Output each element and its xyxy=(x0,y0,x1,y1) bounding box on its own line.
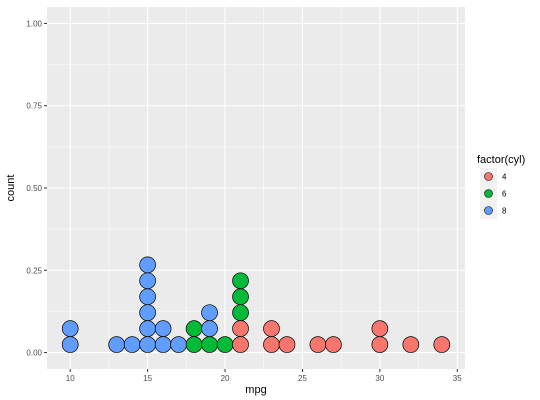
x-tick-label: 10 xyxy=(66,374,75,383)
dot-cyl-4 xyxy=(371,320,389,337)
dot-cyl-6 xyxy=(232,304,249,322)
dot-cyl-4 xyxy=(263,320,280,337)
dot-cyl-4 xyxy=(433,336,451,353)
y-axis: 0.00 0.25 0.50 0.75 1.00 xyxy=(26,19,47,358)
x-tick-label: 25 xyxy=(298,374,307,383)
dot-cyl-4 xyxy=(309,336,327,353)
x-axis-title: mpg xyxy=(245,384,266,396)
legend-key-dot-4 xyxy=(484,172,493,181)
legend: factor(cyl) 4 6 8 xyxy=(477,154,525,219)
dot-cyl-6 xyxy=(201,336,218,353)
legend-key-dot-8 xyxy=(484,206,493,215)
dot-cyl-4 xyxy=(371,336,389,353)
y-tick-label: 1.00 xyxy=(26,19,42,28)
x-tick-label: 35 xyxy=(453,374,462,383)
dot-cyl-4 xyxy=(263,336,280,353)
dot-cyl-8 xyxy=(170,336,187,353)
dot-cyl-8 xyxy=(139,256,156,274)
dot-cyl-4 xyxy=(232,320,249,337)
dot-cyl-4 xyxy=(278,336,296,353)
legend-label-8: 8 xyxy=(502,207,507,216)
dot-cyl-8 xyxy=(108,336,125,353)
dot-cyl-8 xyxy=(201,320,218,337)
x-tick-label: 15 xyxy=(143,374,152,383)
y-tick-label: 0.25 xyxy=(26,266,42,275)
dot-cyl-8 xyxy=(154,336,172,353)
dot-cyl-6 xyxy=(232,288,249,306)
y-tick-label: 0.75 xyxy=(26,102,42,111)
dot-cyl-8 xyxy=(123,336,141,353)
x-tick-label: 20 xyxy=(221,374,230,383)
legend-label-6: 6 xyxy=(502,190,507,199)
dot-cyl-6 xyxy=(185,320,203,337)
dot-cyl-4 xyxy=(232,336,249,353)
dot-cyl-8 xyxy=(201,304,218,322)
dot-cyl-6 xyxy=(232,272,249,290)
dot-cyl-8 xyxy=(139,336,156,353)
dot-cyl-8 xyxy=(139,288,156,306)
y-tick-label: 0.00 xyxy=(26,349,42,358)
dot-cyl-8 xyxy=(139,304,156,322)
y-tick-label: 0.50 xyxy=(26,184,42,193)
dot-cyl-8 xyxy=(139,272,156,290)
dot-cyl-4 xyxy=(325,336,342,353)
dot-cyl-8 xyxy=(154,320,172,337)
dot-cyl-6 xyxy=(185,336,203,353)
x-axis: 10 15 20 25 30 35 xyxy=(66,369,462,383)
x-tick-label: 30 xyxy=(375,374,384,383)
dot-layer xyxy=(61,256,451,353)
dot-cyl-8 xyxy=(61,320,79,337)
legend-label-4: 4 xyxy=(502,173,507,182)
dot-cyl-6 xyxy=(216,336,234,353)
dot-cyl-4 xyxy=(402,336,420,353)
dot-cyl-8 xyxy=(139,320,156,337)
dot-cyl-8 xyxy=(61,336,79,353)
legend-title: factor(cyl) xyxy=(477,154,525,166)
y-axis-title: count xyxy=(5,175,17,202)
legend-key-dot-6 xyxy=(484,189,493,198)
